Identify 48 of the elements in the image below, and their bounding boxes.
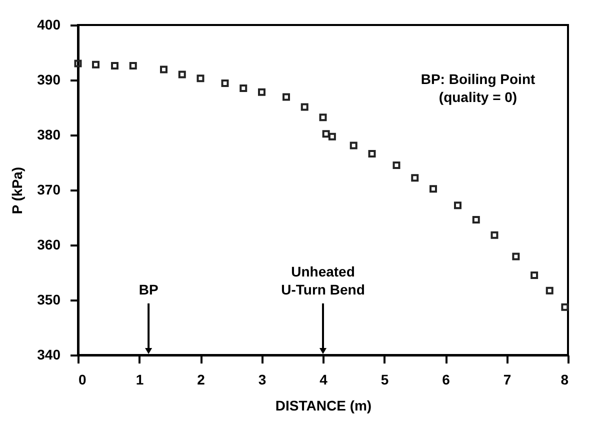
point — [300, 103, 308, 111]
point — [328, 132, 336, 140]
point — [490, 231, 498, 239]
x-tick-label: 3 — [258, 372, 266, 388]
point — [240, 84, 248, 92]
point — [282, 93, 290, 101]
annotation: BP — [138, 281, 158, 298]
x-tick-label: 8 — [560, 372, 569, 388]
point — [196, 74, 204, 82]
point — [111, 62, 118, 70]
point — [74, 60, 82, 68]
point — [319, 114, 327, 122]
point — [322, 130, 330, 138]
point — [561, 303, 569, 311]
x-tick-label: 5 — [380, 372, 389, 388]
y-tick-label: 360 — [37, 236, 61, 252]
y-tick-label: 340 — [37, 346, 61, 362]
point — [92, 60, 100, 68]
point — [472, 216, 480, 224]
y-tick-label: 380 — [37, 126, 61, 142]
point — [430, 185, 437, 193]
x-tick-label: 4 — [320, 372, 328, 388]
y-tick-label: 390 — [37, 72, 61, 88]
point — [129, 62, 137, 70]
point — [512, 252, 520, 260]
y-axis-title: P (kPa) — [9, 166, 26, 214]
y-tick-label: 370 — [37, 182, 61, 198]
point — [546, 286, 554, 294]
x-tick-label: 7 — [503, 372, 512, 388]
x-tick-label: 6 — [442, 372, 450, 388]
point — [530, 272, 538, 279]
y-tick-label: 400 — [37, 16, 61, 32]
y-tick-label: 350 — [37, 292, 61, 308]
point — [454, 202, 462, 210]
point — [368, 150, 376, 158]
point — [221, 80, 229, 88]
x-tick-label: 2 — [197, 372, 206, 388]
x-tick-label: 1 — [136, 372, 144, 388]
point — [350, 142, 358, 150]
point — [258, 88, 266, 96]
point — [411, 174, 419, 182]
annotation: Unheated U-Turn Bend — [281, 263, 365, 298]
annotation: BP: Boiling Point (quality = 0) — [420, 71, 536, 105]
point — [392, 162, 400, 169]
x-tick-label: 0 — [78, 372, 86, 388]
x-axis-title: DISTANCE (m) — [275, 398, 372, 414]
point — [178, 70, 186, 78]
point — [160, 66, 168, 74]
